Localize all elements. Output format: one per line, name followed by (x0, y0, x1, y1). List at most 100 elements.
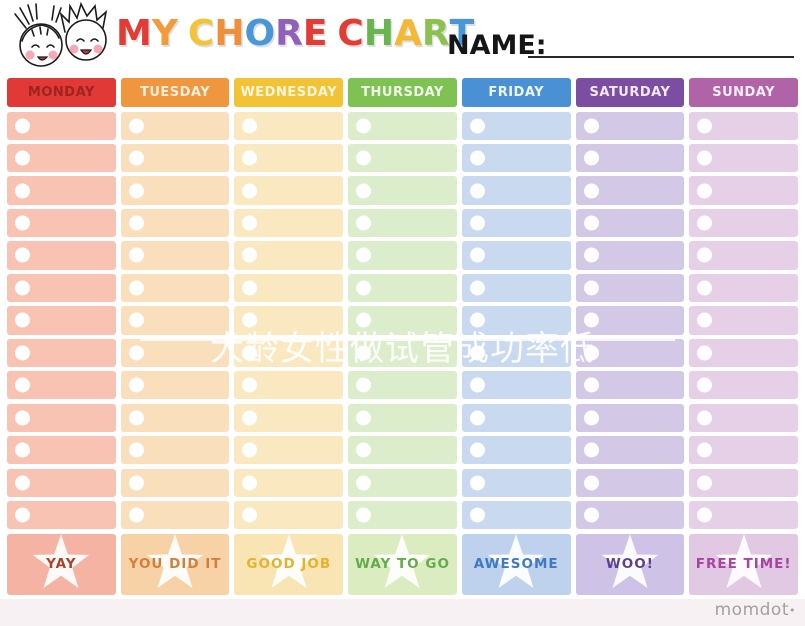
bullet-circle-icon (356, 377, 372, 393)
chore-cell (575, 273, 685, 303)
bullet-circle-icon (583, 280, 599, 296)
brand-logo: momdot• (715, 600, 796, 620)
chore-cell (348, 371, 457, 400)
chore-cell (7, 208, 116, 238)
bullet-circle-icon (356, 507, 372, 523)
chore-cell (120, 143, 230, 173)
bullet-circle-icon (697, 215, 713, 231)
chore-cell (461, 338, 571, 367)
chore-cell (689, 208, 798, 238)
title-letter: H (363, 13, 394, 54)
bullet-circle-icon (128, 247, 144, 263)
page-title: MY CHORE CHART (116, 13, 474, 54)
chore-cell (7, 371, 116, 400)
bullet-circle-icon (128, 150, 144, 166)
chore-cell (575, 111, 685, 140)
title-letter: T (449, 13, 475, 54)
chore-chart: MONDAY TUESDAY WEDNESDAY THURSDAY FRIDAY SATU… (7, 78, 798, 595)
bullet-circle-icon (356, 345, 372, 361)
chore-cell (120, 176, 230, 205)
bullet-circle-icon (583, 150, 599, 166)
chore-cell (234, 468, 344, 497)
title-letter: E (302, 13, 328, 54)
bullet-circle-icon (242, 150, 258, 166)
brand-dot: • (789, 604, 796, 617)
bullet-circle-icon (697, 183, 713, 199)
bullet-circle-icon (469, 377, 485, 393)
chore-cell (461, 403, 571, 432)
bullet-circle-icon (242, 475, 258, 491)
bullet-circle-icon (242, 410, 258, 426)
day-header-thursday: THURSDAY (348, 78, 457, 107)
chore-cell (120, 501, 230, 530)
chore-cell (234, 143, 344, 173)
chore-cell (689, 403, 798, 432)
brand-name: momdot (714, 600, 789, 620)
bullet-circle-icon (15, 183, 30, 199)
bullet-circle-icon (128, 507, 144, 523)
chore-cell (348, 468, 457, 497)
bullet-circle-icon (583, 442, 599, 458)
title-letter: C (187, 13, 215, 54)
bullet-circle-icon (583, 345, 599, 361)
chore-cell (7, 468, 116, 497)
chore-cell (461, 241, 571, 270)
bullet-circle-icon (583, 215, 599, 231)
bullet-circle-icon (15, 377, 30, 393)
chore-cell (689, 111, 798, 140)
bullet-circle-icon (128, 215, 144, 231)
chore-cell (348, 338, 457, 367)
chore-cell (575, 306, 685, 335)
chore-cell (234, 111, 344, 140)
bullet-circle-icon (128, 442, 144, 458)
bullet-circle-icon (469, 247, 485, 263)
star-icon (33, 534, 90, 589)
chore-cell (461, 371, 571, 400)
chore-cell (689, 176, 798, 205)
reward-block-monday: YAY (7, 533, 116, 595)
bullet-circle-icon (469, 150, 485, 166)
chore-cell (461, 436, 571, 465)
chore-cell (348, 241, 457, 270)
watermark-line (140, 338, 675, 341)
chore-cell (461, 468, 571, 497)
chore-cell (575, 143, 685, 173)
bullet-circle-icon (469, 442, 485, 458)
bullet-circle-icon (356, 150, 372, 166)
reward-block-tuesday: YOU DID IT (120, 533, 230, 595)
bullet-circle-icon (697, 312, 713, 328)
chore-cell (7, 338, 116, 367)
chore-cell (348, 436, 457, 465)
name-write-line (528, 56, 794, 58)
chore-cell (689, 371, 798, 400)
bullet-circle-icon (697, 507, 713, 523)
bullet-circle-icon (242, 247, 258, 263)
chore-cell (348, 143, 457, 173)
bullet-circle-icon (128, 377, 144, 393)
bullet-circle-icon (242, 345, 258, 361)
bullet-circle-icon (15, 345, 30, 361)
star-icon (146, 534, 204, 589)
day-header-tuesday: TUESDAY (120, 78, 230, 107)
bullet-circle-icon (128, 280, 144, 296)
reward-block-saturday: WOO! (575, 533, 685, 595)
chore-cell (348, 208, 457, 238)
chore-cell (120, 403, 230, 432)
chore-cell (234, 338, 344, 367)
bullet-circle-icon (356, 118, 372, 134)
chore-cell (461, 143, 571, 173)
bullet-circle-icon (15, 247, 30, 263)
chore-cell (348, 501, 457, 530)
bullet-circle-icon (15, 442, 30, 458)
chore-cell (7, 501, 116, 530)
bullet-circle-icon (356, 312, 372, 328)
title-letter: M (116, 13, 152, 54)
bullet-circle-icon (697, 280, 713, 296)
day-header-sunday: SUNDAY (689, 78, 798, 107)
chore-cell (7, 306, 116, 335)
reward-label: GOOD JOB (246, 556, 332, 573)
chore-cell (689, 306, 798, 335)
bullet-circle-icon (15, 150, 30, 166)
chore-cell (234, 403, 344, 432)
bullet-circle-icon (15, 475, 30, 491)
